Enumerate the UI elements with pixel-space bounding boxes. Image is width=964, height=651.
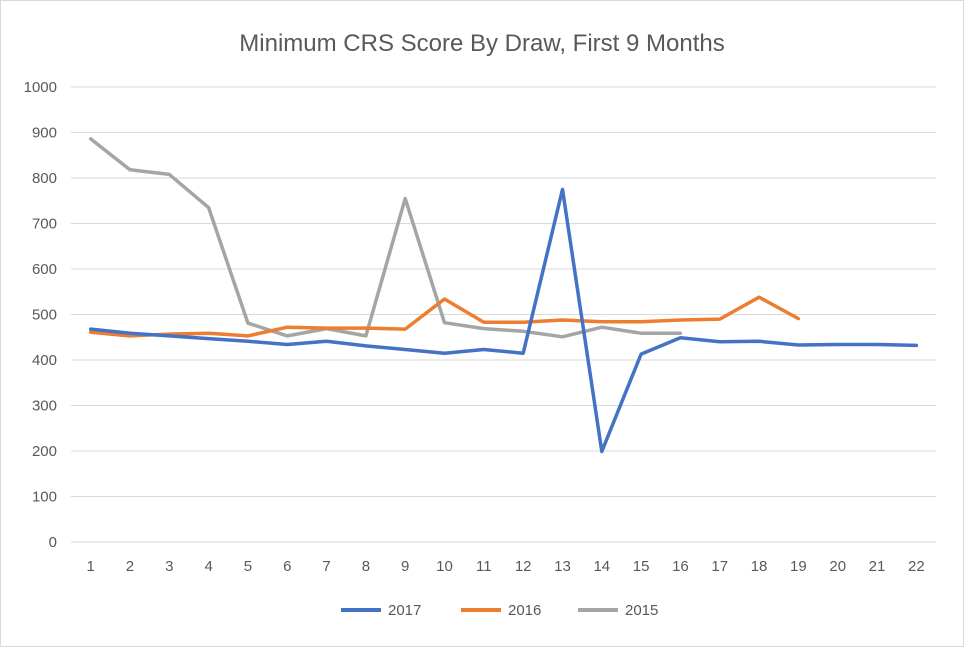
y-tick-label: 600 — [32, 261, 57, 278]
x-tick-label: 2 — [126, 558, 134, 575]
legend-item-2017: 2017 — [341, 602, 421, 619]
x-tick-label: 10 — [436, 558, 453, 575]
y-tick-label: 200 — [32, 443, 57, 460]
x-tick-label: 8 — [362, 558, 370, 575]
series-line-2016 — [88, 295, 801, 338]
x-tick-label: 22 — [908, 558, 925, 575]
y-tick-label: 1000 — [24, 79, 57, 96]
legend-label: 2017 — [388, 602, 421, 619]
y-tick-label: 0 — [49, 534, 57, 551]
x-axis-ticks: 1 2 3 4 5 6 7 8 9 10 11 12 13 14 15 16 17 18 19 20 21 22 — [86, 558, 924, 575]
legend-item-2016: 2016 — [461, 602, 541, 619]
series-line-2017 — [88, 187, 919, 454]
x-tick-label: 16 — [672, 558, 689, 575]
y-tick-label: 800 — [32, 170, 57, 187]
x-tick-label: 19 — [790, 558, 807, 575]
y-tick-label: 900 — [32, 125, 57, 142]
x-tick-label: 21 — [869, 558, 886, 575]
legend-label: 2015 — [625, 602, 658, 619]
y-tick-label: 700 — [32, 216, 57, 233]
y-tick-label: 300 — [32, 398, 57, 415]
x-tick-label: 7 — [322, 558, 330, 575]
chart-title: Minimum CRS Score By Draw, First 9 Month… — [239, 30, 724, 57]
legend-item-2015: 2015 — [578, 602, 658, 619]
x-tick-label: 15 — [633, 558, 650, 575]
x-tick-label: 14 — [593, 558, 610, 575]
legend: 2017 2016 2015 — [341, 602, 658, 619]
x-tick-label: 5 — [244, 558, 252, 575]
series-lines — [88, 137, 919, 454]
series-line-2015 — [88, 137, 683, 339]
y-tick-label: 400 — [32, 352, 57, 369]
y-tick-label: 100 — [32, 489, 57, 506]
x-tick-label: 4 — [204, 558, 212, 575]
y-tick-label: 500 — [32, 307, 57, 324]
legend-label: 2016 — [508, 602, 541, 619]
x-tick-label: 18 — [751, 558, 768, 575]
x-tick-label: 1 — [86, 558, 94, 575]
x-tick-label: 17 — [711, 558, 728, 575]
y-axis-ticks: 0 100 200 300 400 500 600 700 800 900 1000 — [24, 79, 57, 551]
x-tick-label: 3 — [165, 558, 173, 575]
gridlines — [71, 86, 936, 543]
x-tick-label: 11 — [476, 558, 492, 575]
x-tick-label: 20 — [829, 558, 846, 575]
x-tick-label: 9 — [401, 558, 409, 575]
x-tick-label: 13 — [554, 558, 571, 575]
x-tick-label: 12 — [515, 558, 532, 575]
x-tick-label: 6 — [283, 558, 291, 575]
